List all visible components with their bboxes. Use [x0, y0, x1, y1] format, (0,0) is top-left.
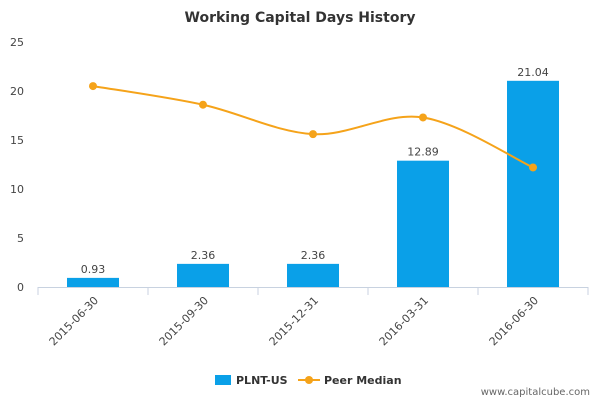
line-point: [89, 82, 97, 91]
bar-data-labels: 0.93 2.36 2.36 12.89 21.04: [81, 66, 549, 276]
chart-title: Working Capital Days History: [185, 10, 416, 26]
y-tick-label: 15: [10, 134, 24, 147]
x-tick-label: 2016-06-30: [487, 294, 541, 348]
bar-series: [67, 80, 559, 287]
bar-value-label: 21.04: [517, 66, 549, 79]
bar: [67, 277, 119, 287]
bar-value-label: 0.93: [81, 263, 106, 276]
legend-marker-line: [305, 376, 313, 384]
legend-swatch-bar: [215, 375, 231, 385]
bar: [177, 263, 229, 287]
line-series: [89, 82, 537, 172]
line-point: [529, 163, 537, 172]
y-tick-label: 10: [10, 183, 24, 196]
legend-label-line: Peer Median: [324, 374, 402, 387]
source-credit: www.capitalcube.com: [481, 387, 590, 398]
y-tick-label: 0: [17, 281, 24, 294]
line-point: [199, 100, 207, 109]
y-tick-label: 25: [10, 36, 24, 49]
bar-value-label: 2.36: [301, 249, 326, 262]
x-tick-label: 2016-03-31: [377, 294, 431, 348]
y-tick-label: 20: [10, 85, 24, 98]
bar: [397, 160, 449, 287]
y-axis: 0 5 10 15 20 25: [10, 36, 24, 294]
x-axis: 2015-06-30 2015-09-30 2015-12-31 2016-03-31…: [37, 287, 589, 348]
bar: [287, 263, 339, 287]
line-point: [419, 113, 427, 122]
x-tick-label: 2015-12-31: [267, 294, 321, 348]
bar-value-label: 12.89: [407, 146, 439, 159]
bar-value-label: 2.36: [191, 249, 216, 262]
x-tick-label: 2015-09-30: [157, 294, 211, 348]
y-tick-label: 5: [17, 232, 24, 245]
legend-label-bar: PLNT-US: [236, 374, 288, 387]
line-point: [309, 130, 317, 139]
legend: PLNT-US Peer Median: [215, 374, 402, 387]
line-path: [92, 85, 534, 169]
bar: [507, 80, 559, 287]
x-tick-label: 2015-06-30: [47, 294, 101, 348]
